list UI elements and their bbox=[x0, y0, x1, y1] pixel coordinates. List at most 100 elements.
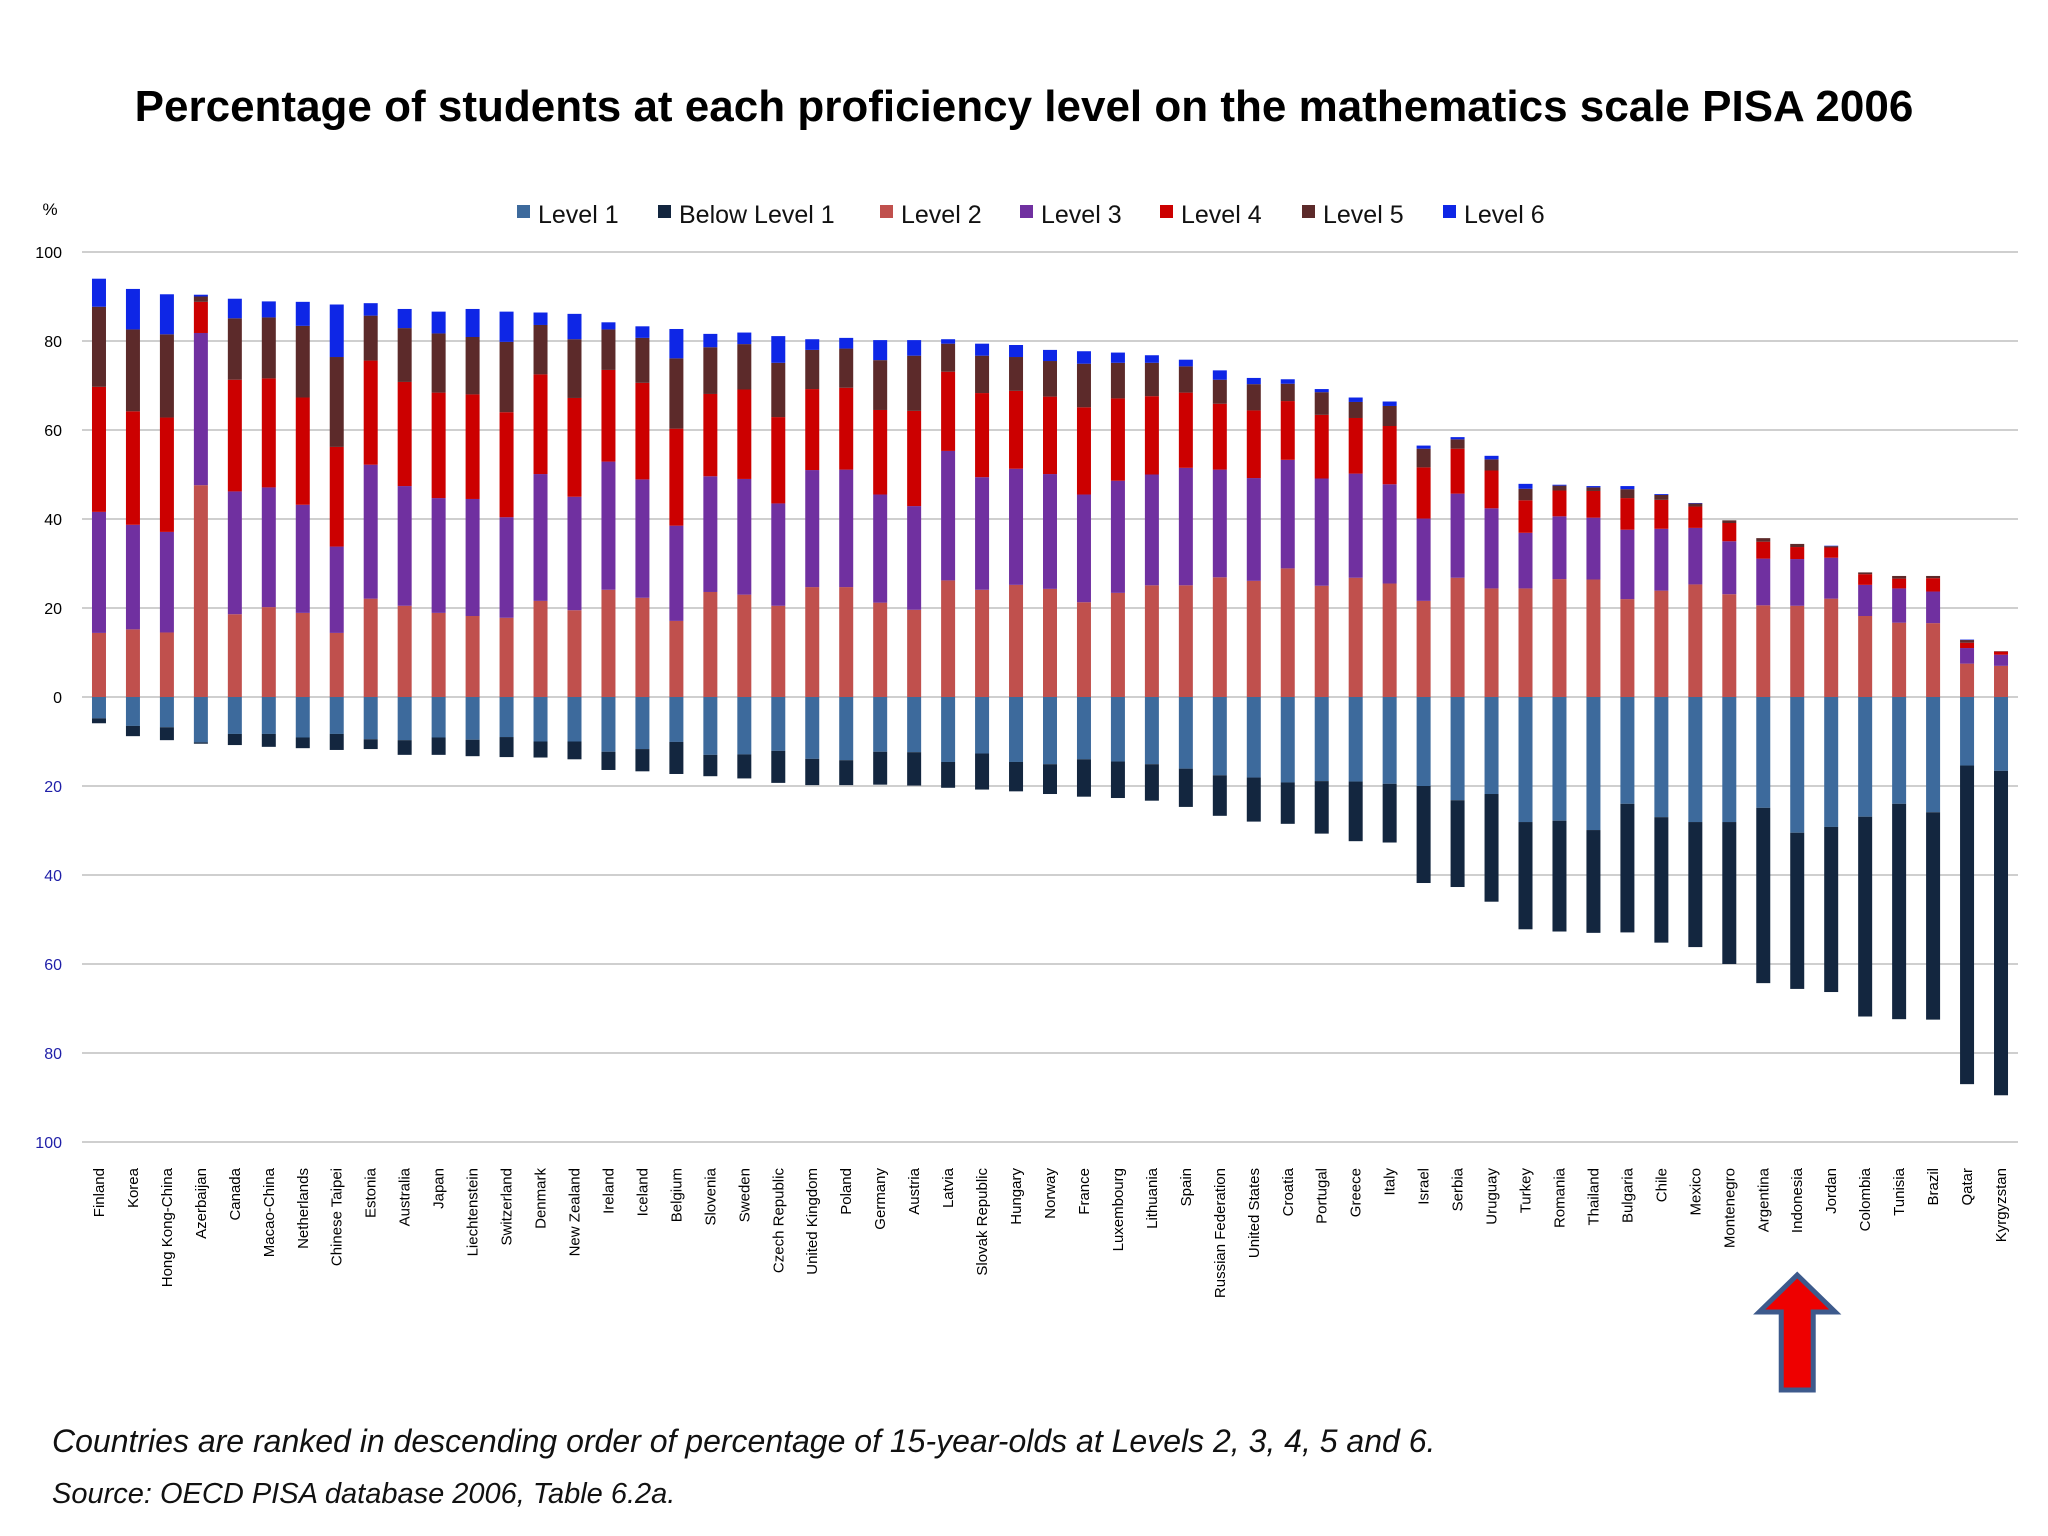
bar-segment bbox=[91, 718, 106, 724]
legend-swatch bbox=[1302, 205, 1315, 218]
x-tick-label: Bulgaria bbox=[1619, 1167, 1636, 1223]
bar-segment bbox=[1450, 697, 1465, 801]
bar-segment bbox=[1382, 425, 1397, 485]
bar-segment bbox=[159, 531, 174, 633]
bar-segment bbox=[1960, 642, 1975, 649]
bar-segment bbox=[873, 340, 888, 361]
x-tick-label: Argentina bbox=[1755, 1167, 1772, 1232]
bar-segment bbox=[703, 697, 718, 755]
bar-segment bbox=[1450, 448, 1465, 494]
bar-segment bbox=[295, 504, 310, 613]
bar-segment bbox=[1552, 516, 1567, 580]
bar-segment bbox=[227, 491, 242, 615]
bar-segment bbox=[1994, 651, 2009, 655]
bar-segment bbox=[193, 296, 208, 302]
x-tick-label: Korea bbox=[125, 1167, 142, 1208]
bar-segment bbox=[1382, 583, 1397, 697]
bar-segment bbox=[1552, 697, 1567, 821]
bar-segment bbox=[1722, 594, 1737, 697]
x-tick-label: Macao-China bbox=[261, 1167, 278, 1257]
legend-label: Level 2 bbox=[901, 201, 982, 229]
bar-segment bbox=[1416, 445, 1431, 449]
bar-segment bbox=[1416, 697, 1431, 786]
bar-segment bbox=[193, 742, 208, 744]
bar-segment bbox=[1076, 759, 1091, 797]
bar-segment bbox=[839, 587, 854, 697]
bar-segment bbox=[1076, 602, 1091, 697]
bar-segment bbox=[1450, 577, 1465, 697]
bar-segment bbox=[465, 394, 480, 499]
bar-segment bbox=[567, 496, 582, 611]
bar-segment bbox=[363, 315, 378, 361]
bar-segment bbox=[635, 597, 650, 697]
bar-segment bbox=[1892, 803, 1907, 1020]
x-tick-label: Germany bbox=[872, 1168, 889, 1230]
bar-segment bbox=[1450, 800, 1465, 888]
bar-segment bbox=[1620, 486, 1635, 490]
bar-segment bbox=[329, 546, 344, 633]
bar-segment bbox=[1009, 345, 1024, 358]
bar-segment bbox=[1756, 807, 1771, 984]
bar-segment bbox=[567, 697, 582, 742]
bar-segment bbox=[1960, 648, 1975, 664]
bar-segment bbox=[227, 298, 242, 319]
bar-segment bbox=[329, 697, 344, 734]
bar-segment bbox=[1314, 392, 1329, 415]
y-tick-label: 60 bbox=[44, 423, 62, 440]
legend-swatch bbox=[1160, 205, 1173, 218]
bar-segment bbox=[1348, 473, 1363, 578]
y-tick-label: 60 bbox=[44, 957, 62, 974]
bar-segment bbox=[703, 591, 718, 697]
bar-segment bbox=[873, 409, 888, 495]
bar-segment bbox=[1314, 414, 1329, 479]
bar-segment bbox=[1892, 697, 1907, 804]
bar-segment bbox=[805, 349, 820, 390]
bar-segment bbox=[737, 332, 752, 345]
bar-segment bbox=[1382, 401, 1397, 406]
bar-segment bbox=[601, 751, 616, 770]
x-tick-label: Colombia bbox=[1857, 1167, 1874, 1231]
bar-segment bbox=[1688, 503, 1703, 507]
x-tick-label: Spain bbox=[1178, 1168, 1195, 1206]
bar-segment bbox=[227, 733, 242, 746]
bar-segment bbox=[1178, 585, 1193, 697]
x-tick-label: Norway bbox=[1042, 1168, 1059, 1219]
bar-segment bbox=[669, 620, 684, 697]
y-tick-label: 100 bbox=[35, 1135, 62, 1152]
bar-segment bbox=[533, 312, 548, 325]
bar-segment bbox=[1178, 366, 1193, 393]
bar-segment bbox=[975, 589, 990, 697]
x-tick-label: Canada bbox=[227, 1167, 244, 1220]
bar-segment bbox=[1009, 390, 1024, 469]
x-tick-label: Serbia bbox=[1450, 1167, 1467, 1211]
bar-segment bbox=[1280, 459, 1295, 569]
bar-segment bbox=[1212, 775, 1227, 816]
bar-segment bbox=[975, 343, 990, 356]
x-tick-label: Sweden bbox=[736, 1168, 753, 1222]
x-tick-label: Iceland bbox=[634, 1168, 651, 1216]
bar-segment bbox=[1994, 770, 2009, 1096]
y-tick-label: 80 bbox=[44, 1046, 62, 1063]
bar-segment bbox=[1586, 486, 1601, 488]
bar-segment bbox=[975, 697, 990, 754]
bar-segment bbox=[533, 474, 548, 601]
bar-segment bbox=[1043, 396, 1057, 475]
bar-segment bbox=[363, 360, 378, 465]
bar-segment bbox=[533, 741, 548, 758]
bar-segment bbox=[1518, 588, 1533, 697]
bar-segment bbox=[1722, 822, 1737, 964]
bar-segment bbox=[567, 397, 582, 497]
bar-segment bbox=[193, 301, 208, 333]
bar-segment bbox=[975, 355, 990, 394]
bar-segment bbox=[567, 313, 582, 340]
bar-segment bbox=[1144, 396, 1159, 475]
x-tick-label: Belgium bbox=[668, 1168, 685, 1222]
legend-swatch bbox=[517, 205, 530, 218]
bar-segment bbox=[1926, 578, 1941, 592]
bar-segment bbox=[227, 697, 242, 734]
bar-segment bbox=[125, 697, 140, 726]
y-tick-label: 100 bbox=[35, 245, 62, 262]
bar-segment bbox=[1892, 588, 1907, 623]
bar-segment bbox=[1790, 559, 1805, 606]
bar-segment bbox=[839, 348, 854, 388]
